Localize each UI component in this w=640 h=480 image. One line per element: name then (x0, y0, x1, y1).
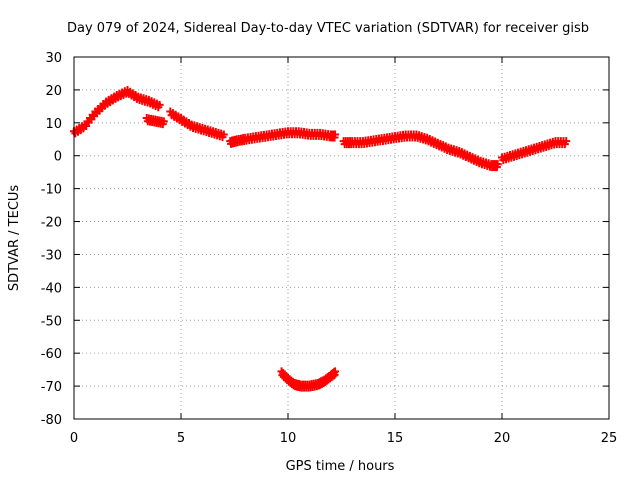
x-tick-label: 0 (70, 431, 78, 446)
data-point (562, 137, 571, 146)
y-tick-label: -30 (41, 248, 62, 263)
data-point (159, 117, 168, 126)
chart-title: Day 079 of 2024, Sidereal Day-to-day VTE… (67, 21, 589, 36)
series-main-track-afternoon (339, 130, 502, 172)
y-tick-label: -40 (41, 281, 62, 296)
y-tick-label: 20 (45, 84, 62, 99)
data-point (331, 367, 340, 376)
x-axis-title: GPS time / hours (286, 459, 395, 474)
x-tick-label: 25 (601, 431, 618, 446)
series-main-track-evening (498, 137, 571, 165)
series-main-track-early (70, 86, 164, 138)
x-tick-label: 20 (494, 431, 511, 446)
x-tick-label: 10 (280, 431, 297, 446)
grid-lines (74, 57, 609, 419)
data-point (219, 130, 228, 139)
data-point (331, 130, 340, 139)
y-tick-label: -10 (41, 183, 62, 198)
x-tick-label: 15 (387, 431, 404, 446)
data-point (155, 100, 164, 109)
series-main-track-day (226, 127, 340, 148)
y-tick-label: 0 (54, 150, 62, 165)
y-tick-label: -80 (41, 413, 62, 428)
y-tick-label: -60 (41, 347, 62, 362)
y-axis-title: SDTVAR / TECUs (7, 185, 22, 292)
data-series (70, 86, 571, 392)
data-point (493, 160, 502, 169)
series-dip-track (277, 367, 340, 392)
y-tick-label: 10 (45, 117, 62, 132)
plot-frame (73, 56, 610, 420)
axis-ticks: 0 5 10 15 20 25 30 20 10 0 -10 -20 -30 -40 -50 -60 -70 -8… (41, 51, 618, 446)
y-tick-label: 30 (45, 51, 62, 66)
series-short-track (142, 114, 168, 129)
y-tick-label: -50 (41, 314, 62, 329)
y-tick-label: -20 (41, 216, 62, 231)
y-tick-label: -70 (41, 380, 62, 395)
series-main-track-mid (166, 107, 228, 142)
x-tick-label: 5 (177, 431, 185, 446)
